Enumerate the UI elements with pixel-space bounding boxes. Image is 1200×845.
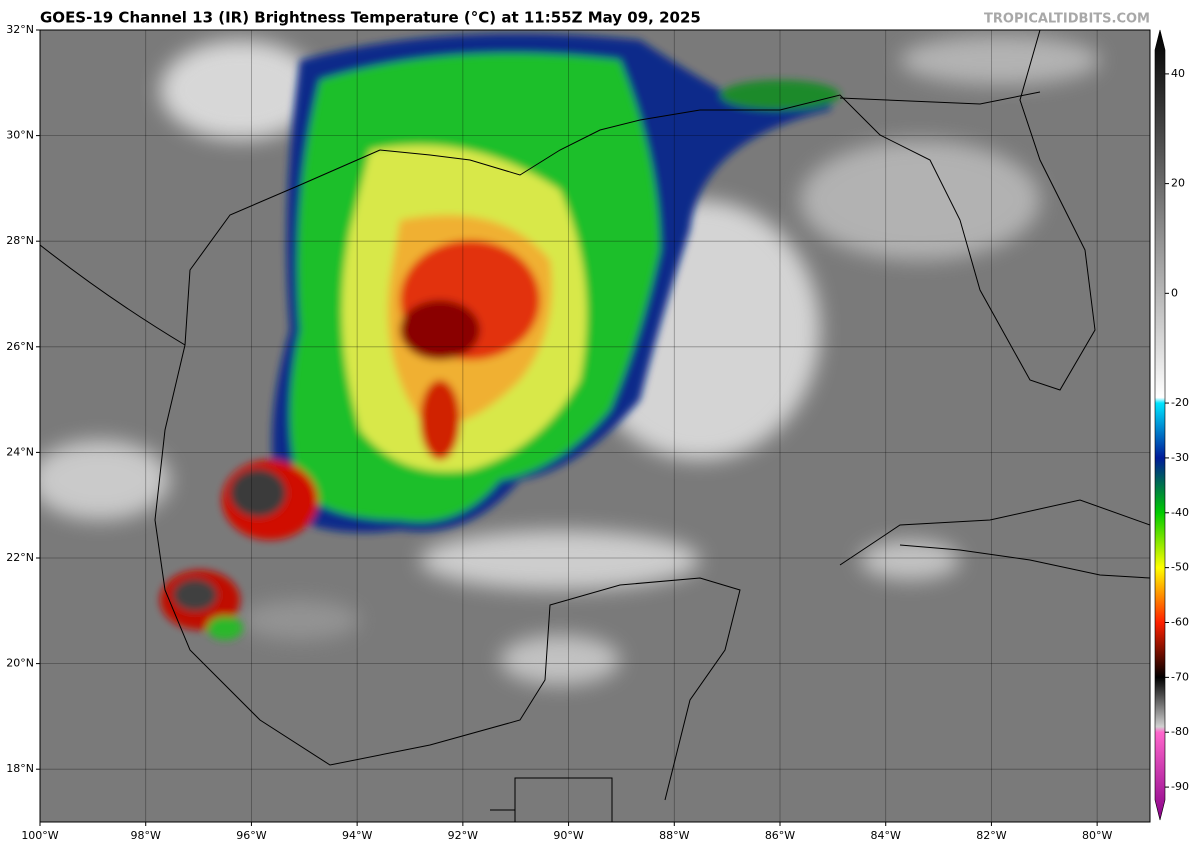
- lat-tick-label: 32°N: [6, 23, 34, 36]
- watermark: TROPICALTIDBITS.COM: [984, 12, 1150, 27]
- lon-tick-label: 94°W: [342, 829, 372, 842]
- lat-tick-label: 22°N: [6, 551, 34, 564]
- lat-tick-label: 28°N: [6, 234, 34, 247]
- map-frame: [39, 29, 1151, 823]
- lon-tick-label: 100°W: [21, 829, 58, 842]
- colorbar-tick-label: 40: [1171, 67, 1185, 80]
- lon-tick-label: 92°W: [448, 829, 478, 842]
- colorbar-tick-label: -60: [1171, 616, 1189, 629]
- lon-tick-label: 88°W: [659, 829, 689, 842]
- lon-tick-label: 80°W: [1082, 829, 1112, 842]
- satellite-image: [40, 30, 1150, 822]
- colorbar-tick-label: 20: [1171, 177, 1185, 190]
- lon-tick-label: 98°W: [131, 829, 161, 842]
- lat-tick-label: 30°N: [6, 129, 34, 142]
- title: GOES-19 Channel 13 (IR) Brightness Tempe…: [40, 9, 701, 27]
- colorbar-tick-label: -20: [1171, 396, 1189, 409]
- lon-tick-label: 84°W: [871, 829, 901, 842]
- colorbar: 40 20 0 -20 -30 -40 -50 -60 -70 -80 -90: [1154, 29, 1189, 821]
- colorbar-bar: [1154, 29, 1166, 821]
- colorbar-tick-label: -40: [1171, 506, 1189, 519]
- lon-tick-label: 86°W: [765, 829, 795, 842]
- colorbar-tick-label: -50: [1171, 561, 1189, 574]
- lat-tick-label: 18°N: [6, 762, 34, 775]
- colorbar-tick-label: 0: [1171, 286, 1178, 299]
- colorbar-tick-label: -30: [1171, 451, 1189, 464]
- lon-tick-label: 90°W: [553, 829, 583, 842]
- lon-tick-label: 96°W: [236, 829, 266, 842]
- colorbar-tick-label: -80: [1171, 725, 1189, 738]
- colorbar-tick-label: -90: [1171, 780, 1189, 793]
- colorbar-tick-label: -70: [1171, 670, 1189, 683]
- lat-tick-label: 26°N: [6, 340, 34, 353]
- lat-tick-label: 20°N: [6, 657, 34, 670]
- lon-tick-label: 82°W: [976, 829, 1006, 842]
- lat-tick-label: 24°N: [6, 445, 34, 458]
